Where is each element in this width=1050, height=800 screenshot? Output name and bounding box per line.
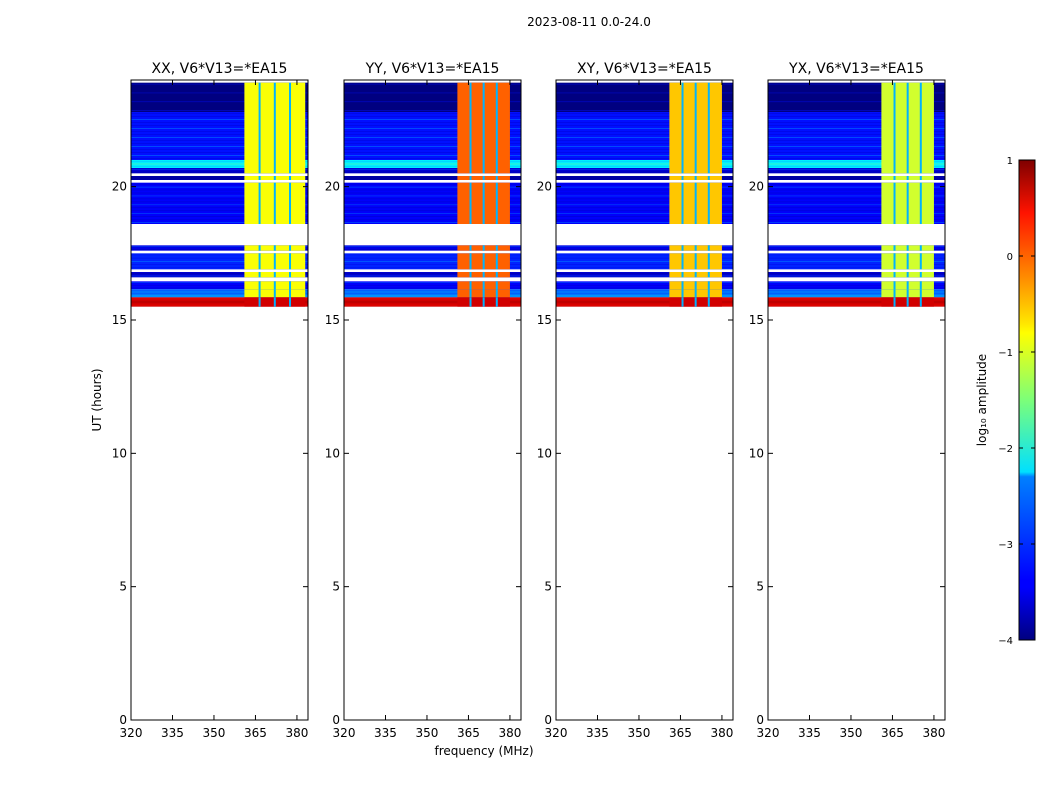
- heatmap-row: [556, 245, 733, 251]
- colorbar-tick-label: −1: [998, 348, 1013, 359]
- x-tick-label: 350: [628, 726, 651, 740]
- heatmap-row: [556, 168, 733, 174]
- y-tick-label: 10: [749, 446, 764, 460]
- panel-heatmap: [556, 82, 733, 307]
- y-tick-label: 5: [332, 580, 340, 594]
- colorbar-gradient: [1018, 159, 1036, 641]
- heatmap-row: [768, 245, 945, 251]
- panel-heatmap: [344, 82, 521, 307]
- x-tick-label: 365: [669, 726, 692, 740]
- y-tick-label: 15: [112, 313, 127, 327]
- y-tick-label: 10: [112, 446, 127, 460]
- y-tick-label: 0: [332, 713, 340, 727]
- y-tick-label: 5: [756, 580, 764, 594]
- x-tick-label: 380: [710, 726, 733, 740]
- y-tick-label: 5: [544, 580, 552, 594]
- heatmap-row: [131, 168, 308, 174]
- x-tick-label: 320: [120, 726, 143, 740]
- y-tick-label: 20: [749, 180, 764, 194]
- y-tick-label: 15: [325, 313, 340, 327]
- y-tick-label: 20: [537, 180, 552, 194]
- y-tick-label: 20: [325, 180, 340, 194]
- heatmap-row: [131, 245, 308, 251]
- y-tick-label: 20: [112, 180, 127, 194]
- y-tick-label: 15: [749, 313, 764, 327]
- colorbar: log₁₀ amplitude −4 −3 −2 −1 0 1: [975, 156, 1036, 647]
- panel-3: XY, V6*V13=*EA15 320 335 350 365 380 0 5 10 15 20: [537, 61, 734, 740]
- x-tick-label: 335: [798, 726, 821, 740]
- panel-title: XX, V6*V13=*EA15: [152, 61, 288, 77]
- panel-title: XY, V6*V13=*EA15: [577, 61, 712, 77]
- y-tick-label: 0: [756, 713, 764, 727]
- x-tick-label: 350: [840, 726, 863, 740]
- panel-title: YX, V6*V13=*EA15: [788, 61, 924, 77]
- x-axis-label: frequency (MHz): [434, 744, 533, 758]
- panel-title: YY, V6*V13=*EA15: [365, 61, 500, 77]
- x-tick-label: 365: [457, 726, 480, 740]
- x-tick-label: 350: [203, 726, 226, 740]
- colorbar-tick-label: 1: [1007, 156, 1013, 167]
- x-tick-label: 380: [285, 726, 308, 740]
- panel-frame: [555, 79, 734, 721]
- heatmap-row: [768, 272, 945, 278]
- panel-4: YX, V6*V13=*EA15 320 335 350 365 380 0 5 10 15 20: [749, 61, 946, 740]
- x-tick-label: 335: [586, 726, 609, 740]
- colorbar-tick-label: −4: [998, 636, 1013, 647]
- heatmap-row: [768, 168, 945, 174]
- y-axis-label: UT (hours): [90, 368, 104, 431]
- y-tick-label: 15: [537, 313, 552, 327]
- x-tick-label: 335: [161, 726, 184, 740]
- x-tick-label: 320: [545, 726, 568, 740]
- x-tick-label: 320: [757, 726, 780, 740]
- heatmap-row: [344, 168, 521, 174]
- x-tick-label: 380: [922, 726, 945, 740]
- x-tick-label: 365: [881, 726, 904, 740]
- y-tick-label: 10: [325, 446, 340, 460]
- y-tick-label: 10: [537, 446, 552, 460]
- y-tick-label: 5: [119, 580, 127, 594]
- colorbar-tick-label: −2: [998, 444, 1013, 455]
- panel-frame: [343, 79, 522, 721]
- panel-frame: [130, 79, 309, 721]
- x-tick-label: 350: [416, 726, 439, 740]
- y-tick-label: 0: [119, 713, 127, 727]
- colorbar-tick-label: −3: [998, 540, 1013, 551]
- panel-1: XX, V6*V13=*EA15 320 335 350 365 380 0 5 10 15 20: [112, 61, 309, 740]
- colorbar-tick-label: 0: [1007, 252, 1013, 263]
- heatmap-row: [131, 272, 308, 278]
- x-tick-label: 380: [498, 726, 521, 740]
- figure-suptitle: 2023-08-11 0.0-24.0: [527, 15, 651, 29]
- panel-2: YY, V6*V13=*EA15 320 335 350 365 380 0 5 10 15 20: [325, 61, 522, 740]
- x-tick-label: 365: [244, 726, 267, 740]
- panel-frame: [767, 79, 946, 721]
- heatmap-row: [344, 245, 521, 251]
- panel-heatmap: [768, 82, 945, 307]
- heatmap-row: [556, 272, 733, 278]
- colorbar-label: log₁₀ amplitude: [975, 354, 989, 446]
- heatmap-row: [344, 272, 521, 278]
- y-tick-label: 0: [544, 713, 552, 727]
- x-tick-label: 320: [333, 726, 356, 740]
- x-tick-label: 335: [374, 726, 397, 740]
- panel-heatmap: [131, 82, 308, 307]
